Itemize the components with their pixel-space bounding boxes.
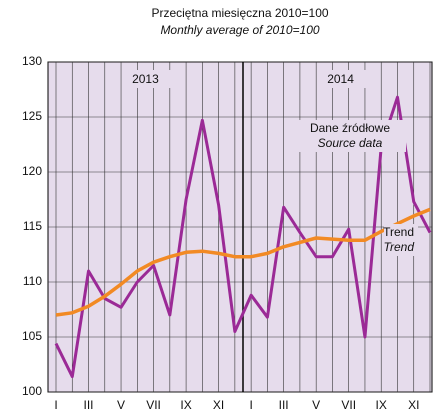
series-label: Trend <box>383 225 414 239</box>
y-tick-label: 100 <box>22 384 42 398</box>
x-tick-label: V <box>312 398 320 412</box>
y-tick-label: 115 <box>23 219 42 233</box>
x-tick-label: V <box>117 398 125 412</box>
y-tick-label: 120 <box>22 164 42 178</box>
year-label-bg <box>133 70 174 88</box>
series-label: Dane źródłowe <box>310 121 390 135</box>
y-tick-label: 130 <box>22 54 42 68</box>
x-tick-label: I <box>54 398 57 412</box>
series-line <box>54 95 432 379</box>
year-label-bg <box>328 70 369 88</box>
series-label-en: Source data <box>318 136 383 150</box>
y-tick-label: 125 <box>22 109 42 123</box>
x-tick-label: III <box>279 398 289 412</box>
x-tick-label: VII <box>146 398 161 412</box>
series-line <box>55 207 431 317</box>
chart-subtitle: Monthly average of 2010=100 <box>160 23 319 37</box>
x-tick-label: XI <box>408 398 419 412</box>
year-label: 2013 <box>132 72 159 86</box>
y-tick-label: 105 <box>22 329 42 343</box>
x-tick-label: III <box>84 398 94 412</box>
x-tick-label: IX <box>376 398 387 412</box>
chart-title: Przeciętna miesięczna 2010=100 <box>151 6 328 20</box>
x-tick-label: I <box>249 398 252 412</box>
label-bg <box>384 224 418 256</box>
year-label: 2014 <box>327 72 354 86</box>
x-tick-label: XI <box>213 398 224 412</box>
y-tick-label: 110 <box>23 274 42 288</box>
label-bg <box>296 120 406 152</box>
x-tick-label: IX <box>180 398 191 412</box>
series-label-en: Trend <box>384 240 415 254</box>
x-tick-label: VII <box>341 398 356 412</box>
